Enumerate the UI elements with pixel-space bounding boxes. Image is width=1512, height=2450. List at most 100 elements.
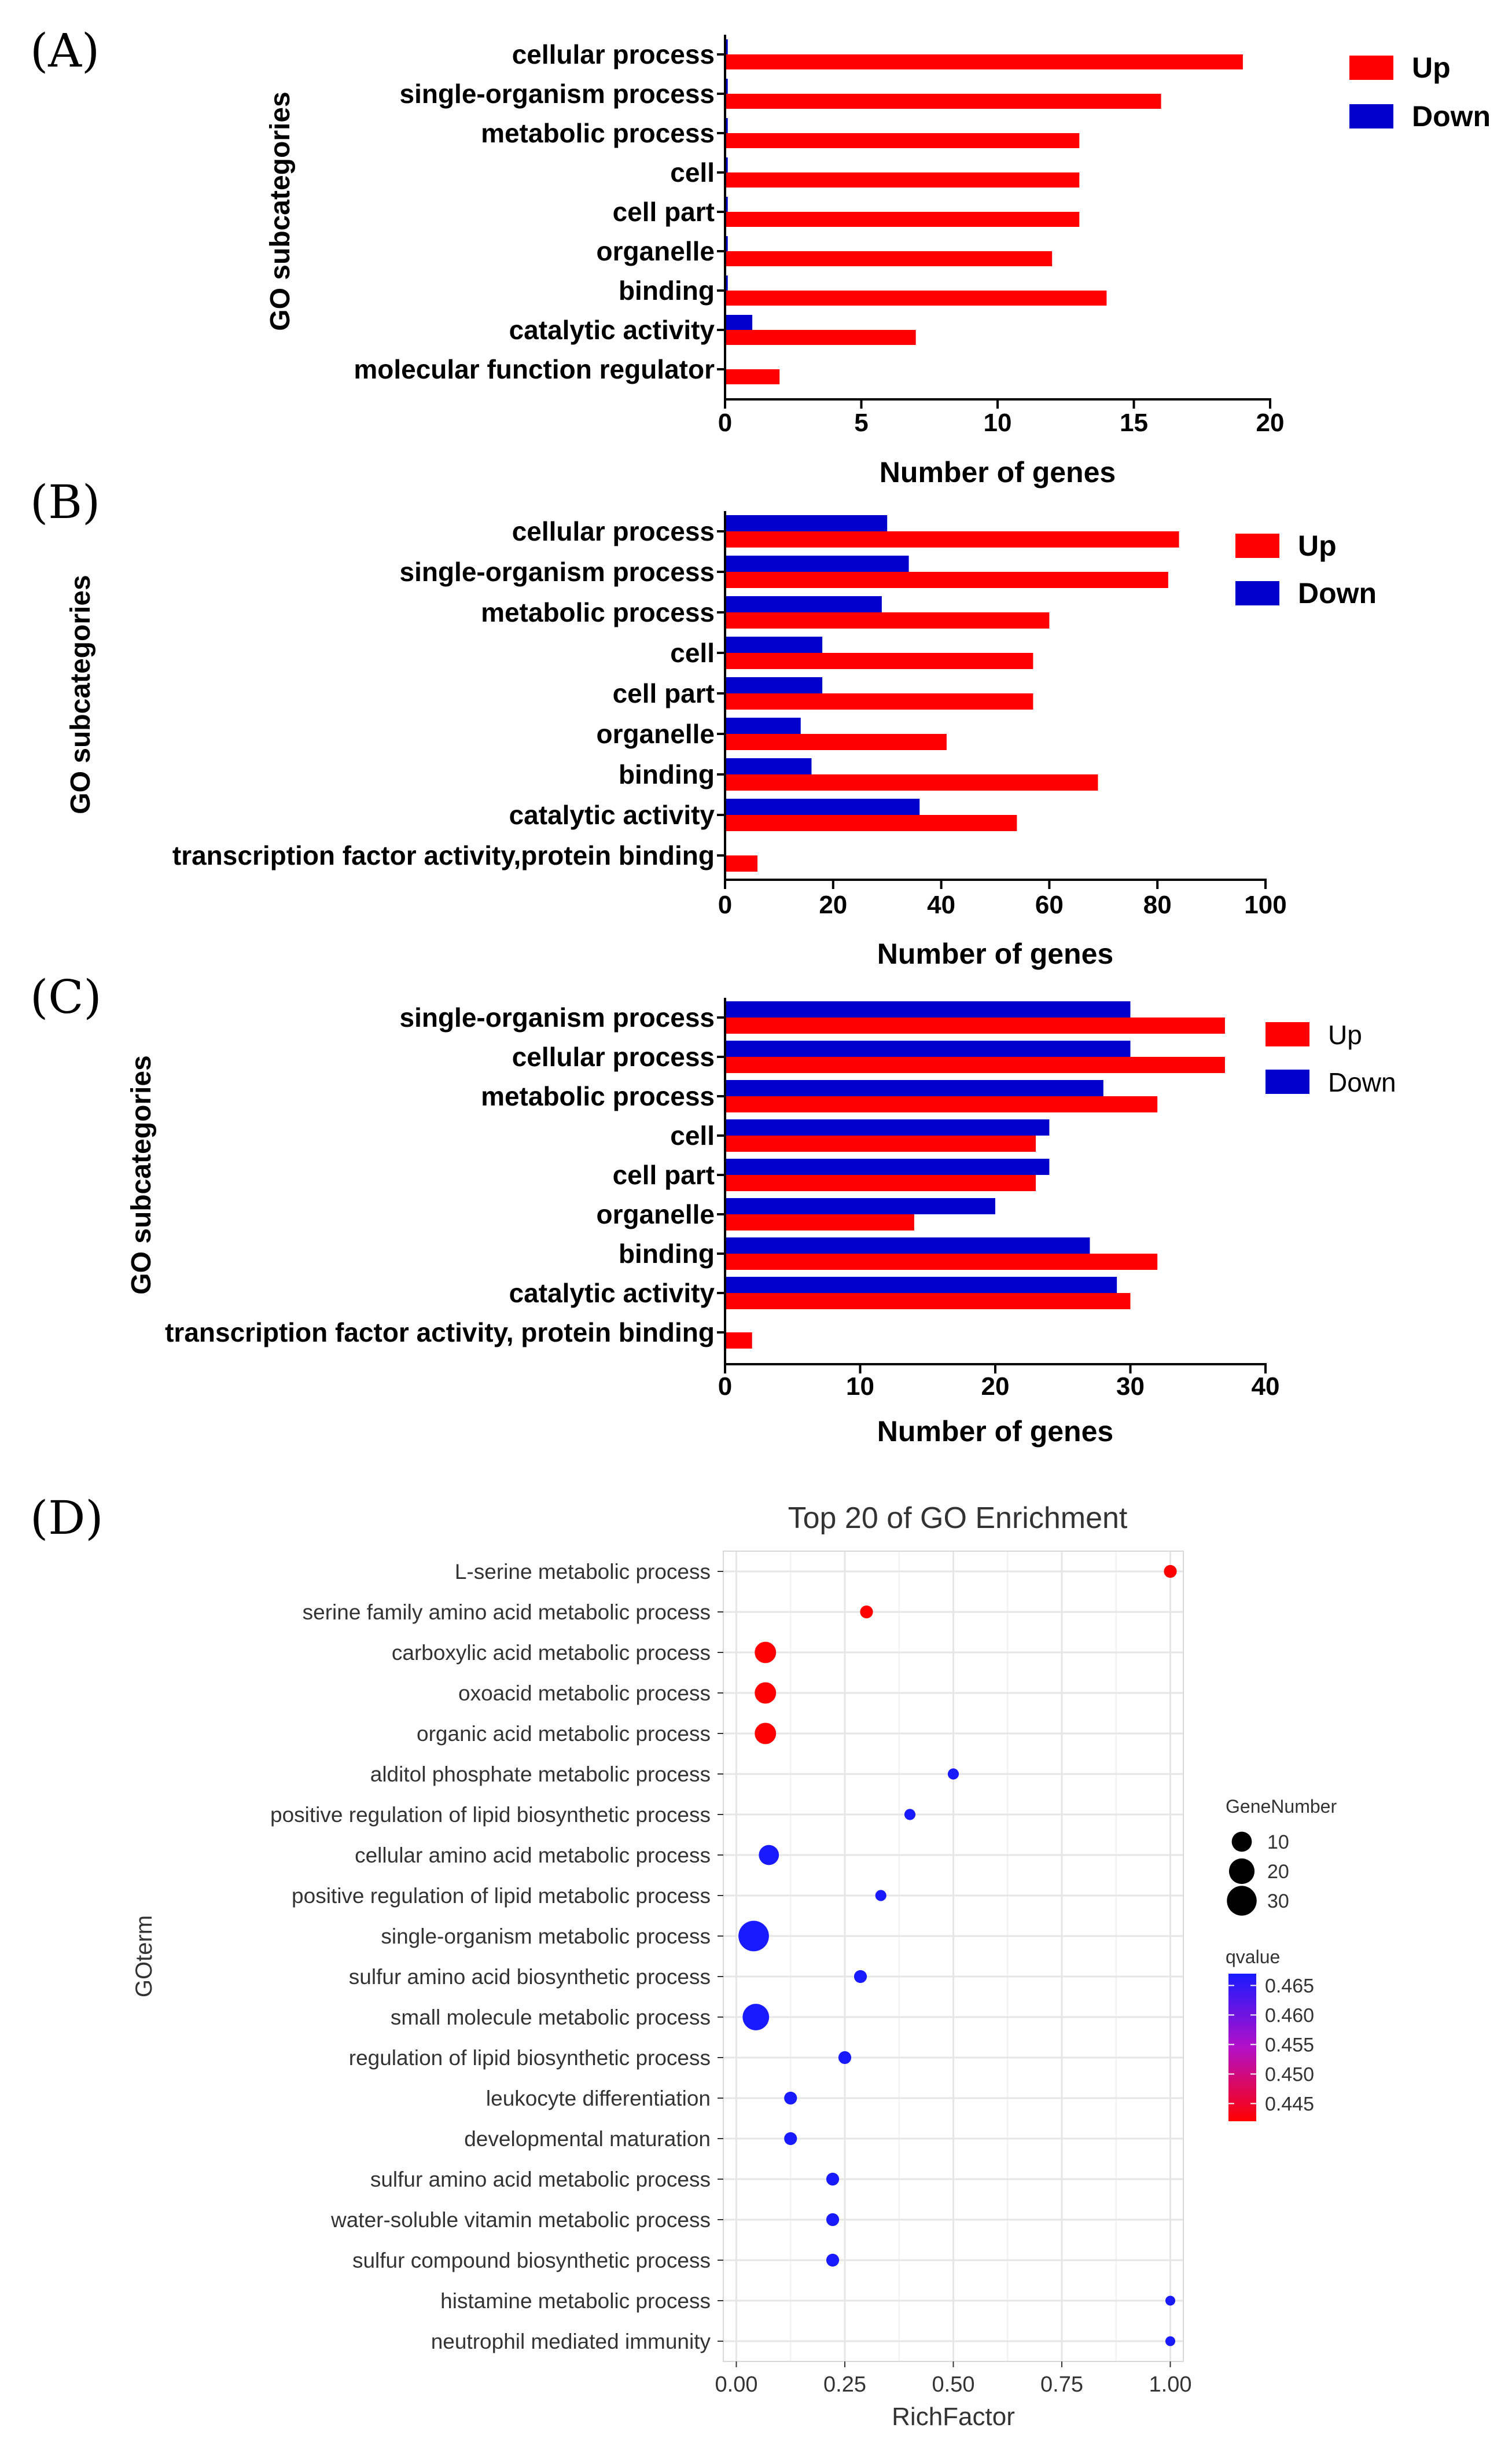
category-label: catalytic activity bbox=[509, 315, 715, 345]
category-label: metabolic process bbox=[481, 118, 715, 148]
bar-down-6 bbox=[725, 1237, 1090, 1254]
x-tick-label: 10 bbox=[846, 1372, 874, 1401]
legend-label-up: Up bbox=[1298, 530, 1337, 562]
category-label: cellular process bbox=[512, 39, 715, 69]
color-legend-label: 0.450 bbox=[1265, 2063, 1314, 2085]
category-label: organelle bbox=[596, 1199, 715, 1229]
bar-down-7 bbox=[725, 799, 920, 815]
bar-down-1 bbox=[725, 556, 909, 572]
category-label: catalytic activity bbox=[509, 1278, 715, 1308]
goterm-label: carboxylic acid metabolic process bbox=[392, 1641, 711, 1665]
category-label: transcription factor activity,protein bi… bbox=[172, 840, 715, 870]
x-tick-label: 20 bbox=[1256, 409, 1285, 437]
goterm-label: sulfur amino acid metabolic process bbox=[370, 2168, 711, 2191]
category-label: catalytic activity bbox=[509, 800, 715, 830]
bar-down-7 bbox=[725, 315, 753, 330]
bar-up-0 bbox=[725, 1018, 1225, 1034]
panel-label: (B) bbox=[30, 475, 100, 529]
bar-down-4 bbox=[725, 677, 823, 693]
category-label: organelle bbox=[596, 719, 715, 749]
bar-down-6 bbox=[725, 276, 728, 291]
goterm-label: organic acid metabolic process bbox=[417, 1722, 711, 1746]
bar-down-7 bbox=[725, 1277, 1117, 1293]
goterm-label: positive regulation of lipid metabolic p… bbox=[292, 1884, 711, 1908]
color-legend-label: 0.460 bbox=[1265, 2004, 1314, 2026]
bar-down-1 bbox=[725, 1041, 1131, 1057]
category-label: cellular process bbox=[512, 516, 715, 546]
legend-label-down: Down bbox=[1328, 1067, 1396, 1097]
size-legend-circle bbox=[1231, 1831, 1252, 1852]
bar-up-1 bbox=[725, 1057, 1225, 1073]
goterm-label: positive regulation of lipid biosyntheti… bbox=[270, 1803, 711, 1827]
data-point bbox=[838, 2051, 852, 2065]
bar-up-1 bbox=[725, 94, 1161, 109]
size-legend-label: 10 bbox=[1267, 1831, 1289, 1853]
legend-label-down: Down bbox=[1298, 577, 1377, 609]
category-label: binding bbox=[619, 759, 715, 789]
data-point bbox=[1164, 1564, 1177, 1578]
bar-panel-c: (C) single-organism process cellular proce… bbox=[30, 970, 1396, 1448]
data-point bbox=[860, 1605, 873, 1619]
panel-label: (A) bbox=[30, 24, 100, 78]
x-tick-label: 0.50 bbox=[932, 2372, 975, 2397]
x-tick-label: 0.25 bbox=[823, 2372, 866, 2397]
bar-up-2 bbox=[725, 1096, 1158, 1112]
x-tick-label: 30 bbox=[1116, 1372, 1145, 1401]
bar-down-3 bbox=[725, 637, 823, 653]
bar-up-7 bbox=[725, 1293, 1131, 1309]
x-tick-label: 0.00 bbox=[715, 2372, 758, 2397]
bar-down-4 bbox=[725, 1159, 1050, 1175]
x-tick-label: 40 bbox=[927, 891, 955, 919]
goterm-label: serine family amino acid metabolic proce… bbox=[303, 1600, 711, 1624]
legend-swatch-up bbox=[1235, 534, 1279, 558]
legend-label-up: Up bbox=[1412, 52, 1451, 84]
x-tick-label: 20 bbox=[981, 1372, 1010, 1401]
size-legend-circle bbox=[1228, 1858, 1255, 1885]
size-legend-label: 20 bbox=[1267, 1861, 1289, 1883]
bar-up-0 bbox=[725, 54, 1243, 69]
bubble-panel-d: (D) Top 20 of GO Enrichment L-serine metab… bbox=[30, 1491, 1337, 2431]
panel-label: (D) bbox=[30, 1491, 104, 1545]
data-point bbox=[755, 1641, 777, 1663]
goterm-label: leukocyte differentiation bbox=[486, 2087, 711, 2110]
bar-up-6 bbox=[725, 1254, 1158, 1270]
bar-down-2 bbox=[725, 596, 882, 612]
bar-up-6 bbox=[725, 291, 1107, 306]
data-point bbox=[1165, 2336, 1176, 2346]
category-label: transcription factor activity, protein b… bbox=[165, 1317, 715, 1347]
goterm-label: oxoacid metabolic process bbox=[458, 1681, 711, 1705]
goterm-label: water-soluble vitamin metabolic process bbox=[330, 2208, 711, 2232]
y-axis-title: GO subcategories bbox=[265, 91, 296, 330]
bar-up-1 bbox=[725, 572, 1168, 588]
size-legend-label: 30 bbox=[1267, 1890, 1289, 1912]
bar-down-2 bbox=[725, 118, 728, 133]
data-point bbox=[759, 1845, 779, 1865]
y-axis-title: GO subcategories bbox=[65, 575, 96, 814]
bar-up-8 bbox=[725, 855, 758, 872]
bar-up-3 bbox=[725, 1136, 1036, 1152]
goterm-label: regulation of lipid biosynthetic process bbox=[349, 2046, 711, 2070]
data-point bbox=[755, 1682, 777, 1704]
y-axis-title: GOterm bbox=[131, 1915, 157, 1997]
goterm-label: cellular amino acid metabolic process bbox=[355, 1843, 711, 1867]
x-tick-label: 20 bbox=[819, 891, 847, 919]
legend-swatch-down bbox=[1265, 1070, 1309, 1094]
data-point bbox=[742, 2004, 770, 2030]
data-point bbox=[904, 1809, 916, 1820]
size-legend-circle bbox=[1227, 1886, 1257, 1916]
category-label: single-organism process bbox=[400, 1002, 715, 1033]
bar-up-7 bbox=[725, 815, 1017, 831]
category-label: cell bbox=[670, 638, 715, 668]
bar-panel-b: (B) cellular process single-organism proce… bbox=[30, 475, 1377, 970]
bar-down-1 bbox=[725, 79, 728, 94]
goterm-label: sulfur amino acid biosynthetic process bbox=[349, 1965, 711, 1989]
x-tick-label: 40 bbox=[1252, 1372, 1280, 1401]
x-tick-label: 5 bbox=[854, 409, 868, 437]
category-label: single-organism process bbox=[400, 79, 715, 109]
x-axis-title: Number of genes bbox=[877, 1415, 1113, 1448]
data-point bbox=[1165, 2295, 1176, 2306]
size-legend-title: GeneNumber bbox=[1226, 1796, 1337, 1817]
category-label: single-organism process bbox=[400, 557, 715, 587]
goterm-label: small molecule metabolic process bbox=[391, 2005, 711, 2029]
data-point bbox=[784, 2091, 797, 2105]
